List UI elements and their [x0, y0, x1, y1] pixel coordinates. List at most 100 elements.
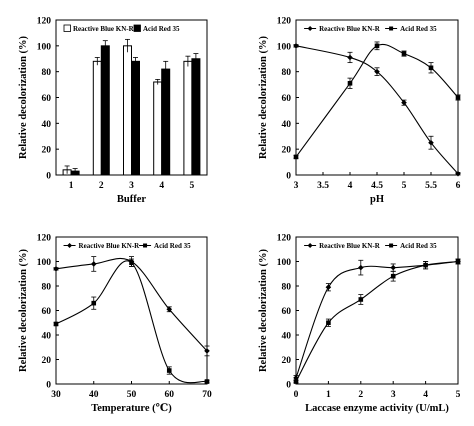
- y-tick-label: 120: [37, 17, 52, 27]
- point-diamond: [166, 306, 173, 313]
- x-tick-label: 4.5: [371, 181, 383, 191]
- x-tick-label: 6: [456, 181, 461, 191]
- y-tick-label: 0: [286, 172, 291, 182]
- bar-2-4: [161, 68, 171, 176]
- point-diamond: [428, 139, 434, 146]
- x-tick-label: 4: [348, 181, 353, 191]
- y-tick-label: 120: [277, 234, 292, 244]
- point-square: [390, 273, 396, 279]
- point-diamond: [401, 99, 407, 106]
- legend-label-2: Acid Red 35: [154, 242, 191, 250]
- y-tick-label: 20: [282, 146, 292, 156]
- x-tick-label: 50: [127, 390, 137, 400]
- y-tick-label: 80: [42, 68, 52, 78]
- point-diamond: [390, 264, 396, 271]
- x-tick-label: 5: [402, 181, 407, 191]
- point-diamond: [358, 264, 364, 271]
- legend: Reactive Blue KN-R Acid Red 35: [63, 24, 180, 33]
- point-diamond: [455, 170, 461, 177]
- legend: Reactive Blue KN-R Acid Red 35: [304, 25, 437, 33]
- y-tick-label: 60: [42, 94, 52, 104]
- y-tick-label: 0: [46, 172, 51, 182]
- y-axis-label: Relative decolorization (%): [258, 35, 269, 159]
- y-axis-label: Relative decolorization (%): [18, 248, 29, 372]
- y-tick-label: 20: [42, 146, 52, 156]
- x-tick-label: 2: [99, 181, 104, 191]
- y-tick-label: 40: [282, 120, 292, 130]
- y-tick-label: 60: [42, 307, 52, 317]
- x-tick-label: 0: [294, 390, 299, 400]
- y-tick-label: 0: [286, 381, 291, 391]
- point-square: [129, 260, 134, 266]
- y-tick-label: 40: [42, 332, 52, 342]
- x-tick-label: 60: [165, 390, 175, 400]
- x-tick-label: 2: [358, 390, 363, 400]
- panel-3: 0 20 40 60 80 100 120 30 40 50 60 70 Temperature (℃)…: [18, 234, 212, 415]
- legend-label-1: Reactive Blue KN-R: [319, 242, 381, 250]
- panel-4: 0 20 40 60 80 100 120 0 1 2 3 4 5 Laccase enzyme acti…: [258, 234, 461, 414]
- point-square: [455, 259, 461, 264]
- x-tick-label: 1: [326, 390, 331, 400]
- x-tick-label: 3.5: [317, 181, 329, 191]
- series-line-2: [295, 260, 459, 382]
- series-line-1: [295, 260, 459, 379]
- legend-label-1: Reactive Blue KN-R: [79, 242, 141, 250]
- legend-marker-square: [143, 243, 148, 248]
- bar-1-4: [153, 81, 163, 176]
- series-line-2: [55, 260, 208, 384]
- point-square: [326, 320, 331, 326]
- y-tick-label: 40: [42, 120, 52, 130]
- y-tick-label: 20: [282, 356, 292, 366]
- y-tick-label: 0: [46, 381, 51, 391]
- legend-marker-square: [389, 26, 394, 31]
- point-square: [347, 80, 353, 86]
- y-tick-label: 100: [37, 258, 52, 268]
- legend-swatch-2: [133, 24, 141, 32]
- point-diamond: [204, 348, 210, 354]
- x-tick-label: 5: [456, 390, 461, 400]
- point-square: [204, 379, 210, 384]
- point-diamond: [53, 266, 59, 272]
- panel-1: 0 20 40 60 80 100 120 1 2 3 4 5 Buffer Relative decol…: [18, 17, 208, 205]
- point-diamond: [347, 54, 353, 61]
- x-tick-label: 40: [89, 390, 99, 400]
- x-axis-label: Temperature (℃): [91, 403, 172, 414]
- y-tick-label: 120: [277, 17, 292, 27]
- legend: Reactive Blue KN-R Acid Red 35: [304, 242, 437, 250]
- y-tick-label: 80: [282, 283, 292, 293]
- legend-marker-diamond: [307, 26, 313, 31]
- bar-1-5: [183, 60, 193, 176]
- point-square: [91, 300, 97, 306]
- legend-label-2: Acid Red 35: [400, 242, 437, 250]
- legend-label-2: Acid Red 35: [400, 25, 437, 33]
- x-axis-label: Laccase enzyme activity (U/mL): [305, 403, 449, 414]
- plot-frame: [295, 236, 459, 385]
- y-tick-label: 60: [282, 307, 292, 317]
- legend-marker-square: [389, 243, 394, 248]
- y-axis-label: Relative decolorization (%): [18, 35, 29, 159]
- series-line-2: [295, 43, 459, 158]
- point-square: [423, 262, 428, 268]
- legend-label-1: Reactive Blue KN-R: [73, 25, 135, 33]
- y-tick-label: 20: [42, 356, 52, 366]
- y-tick-label: 120: [37, 234, 52, 244]
- bar-2-3: [131, 60, 140, 176]
- legend-marker-diamond: [307, 243, 313, 248]
- y-tick-label: 100: [277, 42, 292, 52]
- bar-2-5: [191, 58, 201, 176]
- x-tick-label: 3: [294, 181, 299, 191]
- point-square: [53, 321, 59, 327]
- y-tick-label: 40: [282, 332, 292, 342]
- y-tick-label: 100: [277, 258, 292, 268]
- series-line-1: [55, 257, 208, 352]
- bar-1-2: [92, 60, 102, 176]
- point-square: [374, 43, 380, 49]
- panel-2: 0 20 40 60 80 100 120 3 3.5 4 4.5 5 5.5 6 pH Relative d…: [258, 17, 461, 205]
- legend-marker-diamond: [67, 243, 73, 248]
- x-tick-label: 70: [202, 390, 212, 400]
- x-tick-label: 30: [51, 390, 61, 400]
- y-tick-label: 100: [37, 42, 52, 52]
- y-tick-label: 80: [282, 68, 292, 78]
- point-diamond: [90, 261, 97, 267]
